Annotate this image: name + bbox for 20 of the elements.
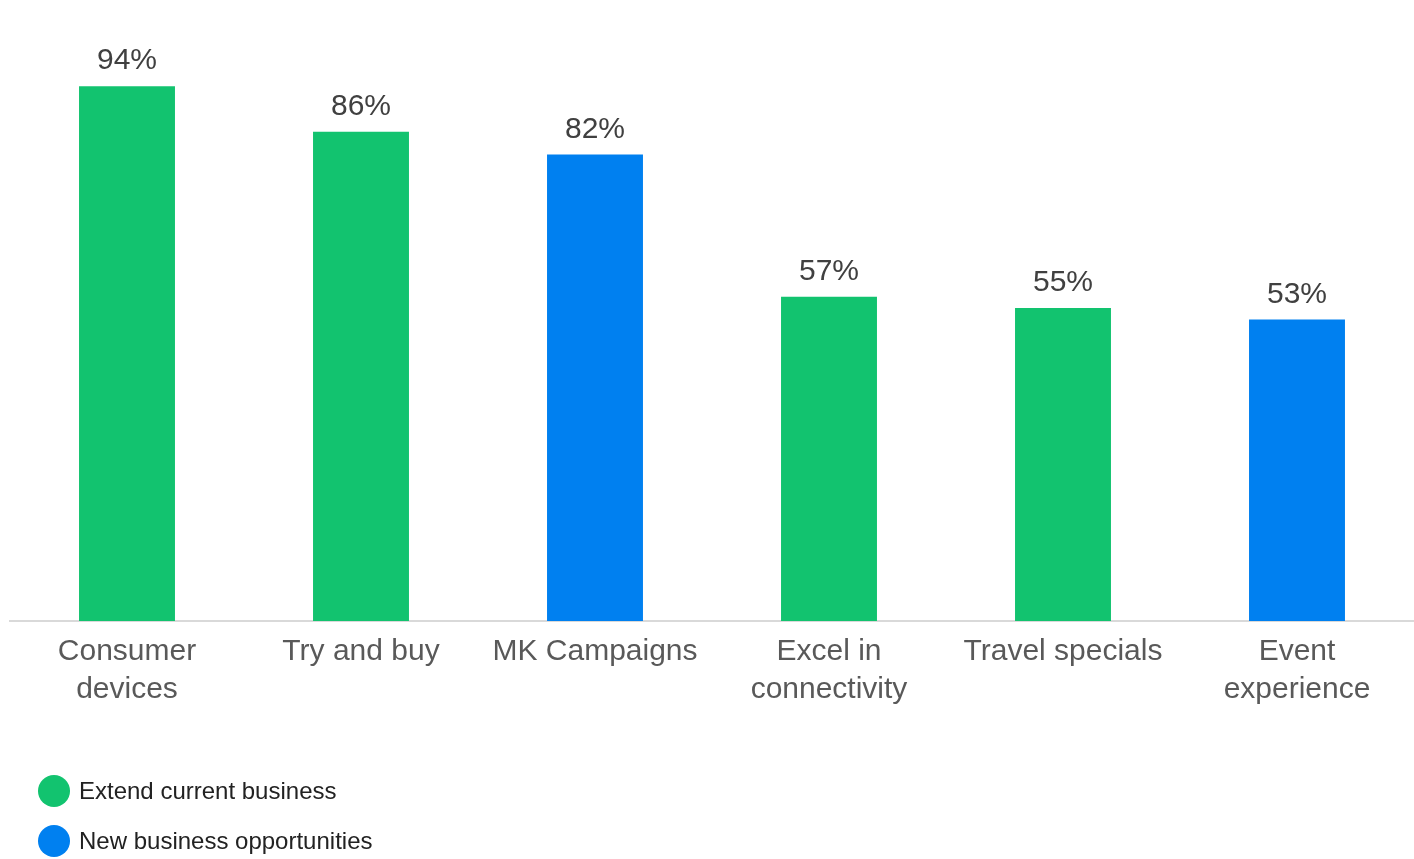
data-label: 57% [798, 252, 860, 286]
legend-label: New business opportunities [79, 827, 373, 855]
bar [79, 86, 175, 621]
x-tick-label: Event experience [1223, 633, 1371, 704]
bar [313, 131, 409, 621]
legend-label: Extend current business [79, 777, 337, 805]
data-label: 55% [1032, 264, 1094, 298]
x-tick-label: Consumer devices [57, 633, 197, 704]
bar [781, 296, 877, 621]
bar [1249, 319, 1345, 621]
data-label: 94% [96, 42, 158, 76]
data-label: 82% [564, 110, 626, 144]
x-tick-label: Travel specials [963, 633, 1163, 667]
bar [547, 154, 643, 621]
bar [1015, 308, 1111, 621]
x-tick-label: MK Campaigns [492, 633, 698, 667]
data-label: 86% [330, 87, 392, 121]
data-label: 53% [1266, 275, 1328, 309]
x-tick-label: Excel in connectivity [750, 633, 908, 704]
x-tick-label: Try and buy [282, 633, 440, 667]
